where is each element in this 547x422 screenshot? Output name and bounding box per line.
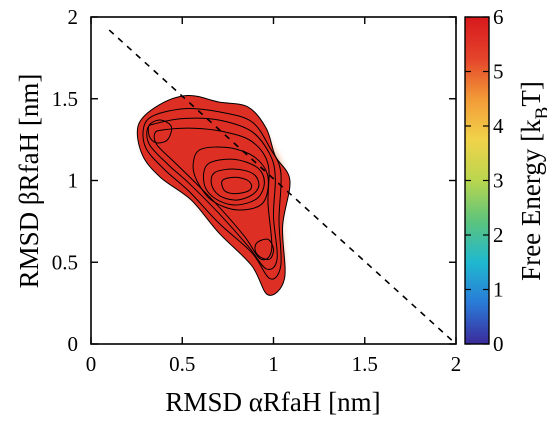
y-tick-label: 1.5 [52,87,78,111]
x-tick-label: 2 [451,352,462,376]
colorbar-tick-label: 6 [493,5,504,29]
y-tick-label: 2 [68,5,79,29]
contour-line [210,168,260,201]
y-tick-label: 0.5 [52,250,78,274]
colorbar-ticks: 0 1 2 3 4 5 6 [465,5,504,356]
y-axis-ticks: 0 0.5 1 1.5 2 [52,5,456,356]
x-tick-label: 0 [86,352,97,376]
diagonal-dashed-line [108,29,453,342]
colorbar-tick-label: 0 [493,332,504,356]
x-tick-label: 0.5 [169,352,195,376]
y-axis-label: RMSD βRfaH [nm] [14,74,44,289]
contour-lines [136,94,291,296]
colorbar: 0 1 2 3 4 5 6 Free Energy [kBT] [464,5,547,356]
colorbar-label-subscript: B [532,107,547,120]
colorbar-tick-label: 3 [493,169,504,193]
contour-line [202,158,265,206]
colorbar-tick-label: 4 [493,114,504,138]
y-tick-label: 0 [68,332,79,356]
energy-fill-edge-layer [137,95,291,296]
contour-line [142,107,282,280]
energy-level-fill [137,95,291,296]
x-tick-label: 1.5 [352,352,378,376]
y-tick-label: 1 [68,169,79,193]
energy-surface-fills [137,95,291,296]
contour-line [153,127,273,261]
colorbar-tick-label: 1 [493,278,504,302]
x-axis-ticks: 0 0.5 1 1.5 2 [86,17,462,376]
contour-line [254,238,275,260]
contour-line [221,176,253,195]
colorbar-tick-label: 5 [493,60,504,84]
x-tick-label: 1 [268,352,279,376]
contour-line [147,119,173,144]
contour-line [146,117,278,270]
colorbar-tick-label: 2 [493,223,504,247]
colorbar-label: Free Energy [kBT] [516,81,547,281]
contour-line [136,94,291,296]
x-axis-label: RMSD αRfaH [nm] [165,387,380,417]
plot-area: 0 0.5 1 1.5 2 0 0.5 1 1.5 2 [52,5,462,376]
